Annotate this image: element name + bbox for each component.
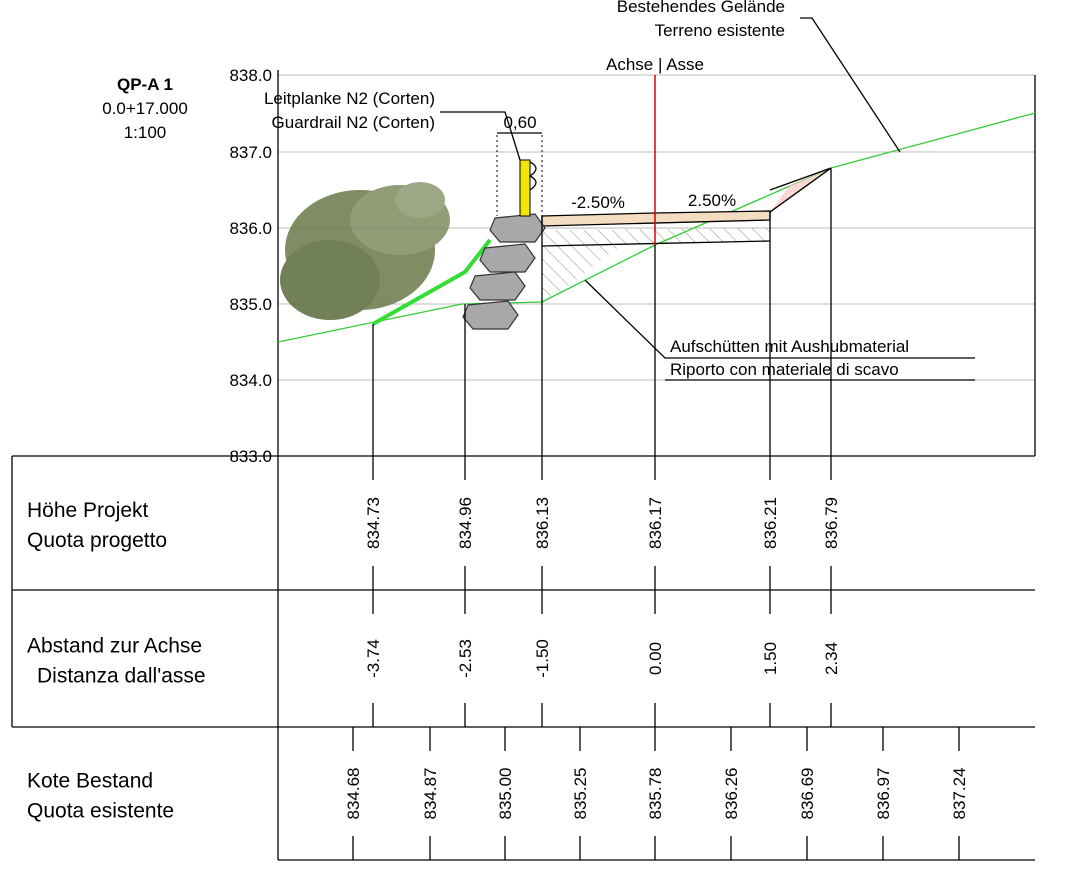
cell-value: 834.96 [456, 497, 475, 549]
elevation-label: 838.0 [229, 66, 272, 85]
fill-area-left [542, 246, 620, 302]
cell-value: -1.50 [533, 639, 552, 678]
tree [280, 182, 450, 320]
cell-value: 834.87 [421, 768, 440, 820]
profile-lines [372, 168, 832, 456]
cell-value: 835.78 [646, 768, 665, 820]
guardrail-label: Guardrail N2 (Corten) [272, 113, 435, 132]
terrain-label: Bestehendes Gelände [617, 0, 785, 16]
cell-value: 836.13 [533, 497, 552, 549]
table-frame [11, 455, 1035, 861]
cell-value: 835.25 [571, 768, 590, 820]
row-label: Kote Bestand [27, 770, 153, 793]
row-label: Quota progetto [27, 529, 167, 552]
cell-value: -3.74 [364, 639, 383, 678]
fill-label: Riporto con materiale di scavo [670, 360, 899, 379]
station: 0.0+17.000 [102, 99, 188, 118]
row-label: Distanza dall'asse [37, 665, 206, 688]
cell-value: 834.73 [364, 497, 383, 549]
row-label: Höhe Projekt [27, 499, 149, 522]
guardrail [519, 159, 531, 217]
width-label: 0,60 [503, 113, 536, 132]
row-label: Quota esistente [27, 800, 174, 823]
cell-value: 836.79 [822, 497, 841, 549]
fill-label: Aufschütten mit Aushubmaterial [670, 337, 909, 356]
scale: 1:100 [124, 123, 167, 142]
terrain-label: Terreno esistente [655, 21, 785, 40]
axis-label: Achse | Asse [606, 55, 704, 74]
cell-value: -2.53 [456, 639, 475, 678]
cell-value: 2.34 [822, 642, 841, 675]
cell-value: 836.17 [646, 497, 665, 549]
cell-value: 836.26 [722, 768, 741, 820]
stone-wall [462, 213, 546, 330]
elevation-label: 836.0 [229, 219, 272, 238]
elevation-label: 835.0 [229, 295, 272, 314]
elevation-label: 837.0 [229, 143, 272, 162]
cell-value: 836.21 [761, 497, 780, 549]
road-surface [541, 210, 771, 227]
elevation-label: 834.0 [229, 371, 272, 390]
slope-right: 2.50% [688, 191, 736, 210]
cell-value: 0.00 [646, 642, 665, 675]
slope-left: -2.50% [571, 193, 625, 212]
guardrail-label: Leitplanke N2 (Corten) [264, 89, 435, 108]
elevation-label: 833.0 [229, 447, 272, 466]
existing-terrain [277, 112, 1036, 343]
section-title: QP-A 1 [117, 75, 173, 94]
cell-value: 836.97 [874, 768, 893, 820]
cell-value: 834.68 [344, 768, 363, 820]
green-slope [372, 238, 492, 326]
cell-value: 835.00 [496, 768, 515, 820]
row-label: Abstand zur Achse [27, 635, 202, 658]
cell-value: 837.24 [950, 768, 969, 820]
fill-area [542, 228, 770, 246]
cell-value: 836.69 [798, 768, 817, 820]
cell-value: 1.50 [761, 642, 780, 675]
